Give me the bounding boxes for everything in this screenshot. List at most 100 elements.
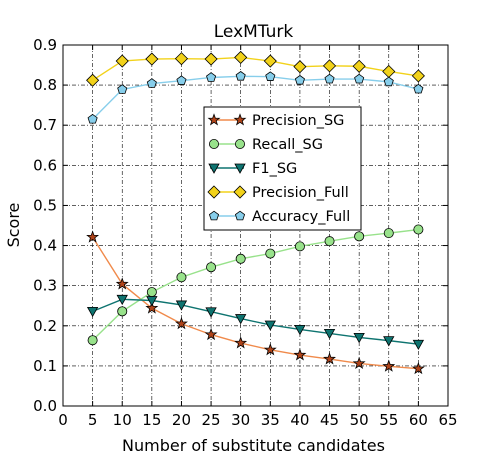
x-tick-label: 45 xyxy=(320,411,339,429)
data-point xyxy=(294,241,305,252)
data-point xyxy=(412,339,425,351)
data-point xyxy=(383,76,394,87)
data-point xyxy=(175,316,188,330)
data-point xyxy=(324,73,335,84)
legend-label: Precision_Full xyxy=(252,185,349,201)
x-axis-label: Number of substitute candidates xyxy=(122,436,385,452)
data-point xyxy=(352,59,366,73)
y-axis-label: Score xyxy=(4,203,23,248)
y-tick-label: 0.7 xyxy=(33,116,57,134)
series-accuracy-full xyxy=(87,70,424,124)
x-tick-label: 65 xyxy=(438,411,457,429)
data-point xyxy=(382,359,396,372)
data-point xyxy=(145,301,159,314)
legend-label: Recall_SG xyxy=(252,137,323,153)
legend-marker xyxy=(234,138,245,149)
data-point xyxy=(263,343,277,356)
y-tick-label: 0.6 xyxy=(33,156,57,174)
legend-label: Precision_SG xyxy=(252,113,344,129)
data-point xyxy=(115,277,129,290)
data-point xyxy=(116,294,128,306)
data-point xyxy=(411,361,425,375)
data-point xyxy=(352,356,366,369)
data-point xyxy=(86,230,100,243)
y-tick-label: 0.0 xyxy=(33,397,57,415)
data-point xyxy=(263,54,277,68)
legend-marker xyxy=(207,185,221,199)
series-line xyxy=(92,298,419,345)
data-point xyxy=(411,69,425,83)
legend-marker xyxy=(233,185,247,199)
legend-label: F1_SG xyxy=(252,161,297,177)
legend-marker xyxy=(208,210,220,221)
series-precision-sg xyxy=(86,230,425,375)
data-point xyxy=(204,52,218,66)
data-point xyxy=(146,287,157,298)
data-point xyxy=(206,72,217,82)
data-point xyxy=(383,336,395,347)
data-point xyxy=(293,60,307,74)
data-point xyxy=(205,307,217,318)
series-line xyxy=(92,75,419,120)
y-tick-label: 0.5 xyxy=(33,196,57,214)
y-tick-label: 0.8 xyxy=(33,76,57,94)
data-point xyxy=(235,314,247,325)
y-tick-label: 0.4 xyxy=(33,237,57,255)
data-point xyxy=(174,52,189,66)
legend-marker xyxy=(208,163,220,174)
data-point xyxy=(146,78,157,88)
data-point xyxy=(115,54,129,68)
data-point xyxy=(87,113,98,124)
data-point xyxy=(87,335,98,346)
data-point xyxy=(264,320,276,331)
data-point xyxy=(86,73,100,87)
data-point xyxy=(235,253,246,264)
data-point xyxy=(323,328,336,340)
data-point xyxy=(234,336,248,349)
data-point xyxy=(206,262,217,273)
data-point xyxy=(86,306,99,318)
data-point xyxy=(353,333,365,344)
data-point xyxy=(235,70,246,81)
legend-label: Accuracy_Full xyxy=(252,209,350,225)
data-point xyxy=(413,224,424,235)
axes-frame xyxy=(62,44,449,407)
y-tick-label: 0.9 xyxy=(33,36,57,54)
legend-marker xyxy=(207,113,221,126)
data-point xyxy=(176,75,187,85)
x-tick-label: 25 xyxy=(202,411,221,429)
data-point xyxy=(234,50,248,65)
x-tick-label: 10 xyxy=(113,411,132,429)
series-precision-full xyxy=(86,50,425,87)
series-recall-sg xyxy=(87,224,424,346)
data-point xyxy=(324,236,335,247)
data-point xyxy=(322,59,337,73)
x-tick-label: 30 xyxy=(231,411,250,429)
data-point xyxy=(294,75,305,85)
series-f1-sg xyxy=(86,294,425,351)
chart-title: LexMTurk xyxy=(214,22,294,42)
data-point xyxy=(204,327,218,341)
data-point xyxy=(117,306,128,317)
x-tick-label: 15 xyxy=(142,411,161,429)
x-tick-label: 40 xyxy=(290,411,309,429)
data-point xyxy=(146,296,158,307)
data-point xyxy=(294,324,306,336)
data-point xyxy=(413,83,424,94)
legend-marker xyxy=(233,113,247,126)
series-line xyxy=(92,236,419,370)
data-point xyxy=(265,248,276,259)
legend-marker xyxy=(234,210,246,221)
data-point xyxy=(117,84,128,94)
x-tick-label: 0 xyxy=(58,411,68,429)
data-point xyxy=(145,52,159,66)
plot-area: 0 5 10 15 20 25 30 35 40 45 50 55 60 65 0.0 0.1 0.2 0.3 0.… xyxy=(33,36,457,429)
legend-marker xyxy=(234,163,246,174)
x-tick-label: 60 xyxy=(409,411,428,429)
x-tick-label: 50 xyxy=(350,411,369,429)
data-point xyxy=(383,228,394,239)
legend-marker xyxy=(208,138,219,149)
data-point xyxy=(293,348,307,361)
y-tick-label: 0.3 xyxy=(33,277,57,295)
